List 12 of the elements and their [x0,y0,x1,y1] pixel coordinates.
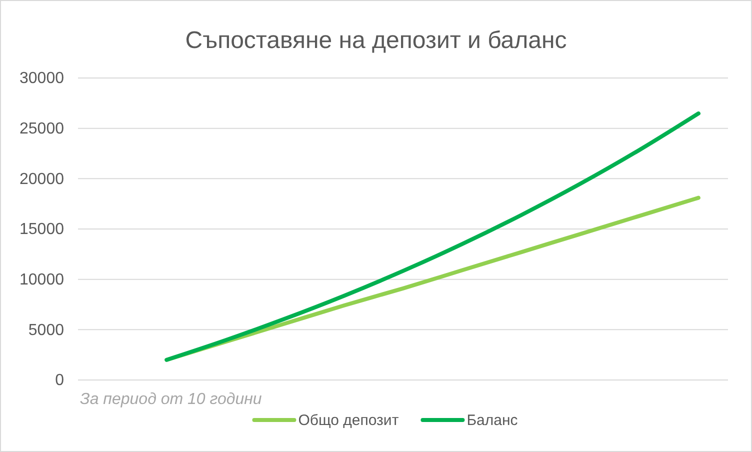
x-axis-title: За период от 10 години [80,391,262,408]
y-tick-label: 25000 [20,120,64,138]
chart-title: Съпоставяне на депозит и баланс [185,27,567,54]
y-tick-label: 30000 [20,70,64,88]
y-tick-label: 10000 [20,271,64,288]
y-tick-label: 15000 [20,221,64,238]
y-tick-label: 0 [55,372,64,390]
legend-label: Общо депозит [298,412,399,429]
y-tick-label: 5000 [28,322,64,339]
y-tick-label: 20000 [20,170,64,188]
legend-label: Баланс [466,412,518,429]
line-series [164,111,700,362]
